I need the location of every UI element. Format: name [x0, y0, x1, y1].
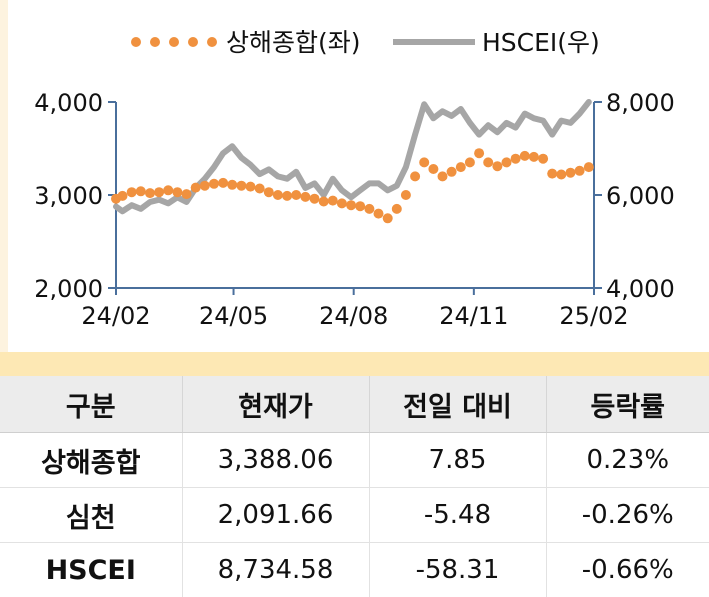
shanghai-point — [502, 157, 512, 167]
shanghai-point — [218, 178, 228, 188]
shanghai-point — [200, 181, 210, 191]
shanghai-point — [246, 182, 256, 192]
shanghai-point — [255, 184, 265, 194]
shanghai-point — [145, 188, 155, 198]
shanghai-point — [419, 157, 429, 167]
shanghai-point — [428, 164, 438, 174]
x-tick-label: 24/02 — [81, 302, 150, 330]
shanghai-point — [127, 187, 137, 197]
dual-axis-line-chart: 2,000 3,000 4,000 4,000 6,000 8,000 24/02 24/05… — [0, 0, 709, 356]
left-tick-label: 4,000 — [34, 89, 103, 117]
row-price: 2,091.66 — [182, 488, 369, 543]
legend-shanghai-marker — [131, 37, 141, 47]
shanghai-point — [520, 151, 530, 161]
shanghai-point — [273, 190, 283, 200]
x-tick-label: 24/11 — [439, 302, 508, 330]
shanghai-point — [163, 185, 173, 195]
row-price: 3,388.06 — [182, 433, 369, 488]
right-tick-label: 4,000 — [606, 275, 675, 303]
shanghai-point — [584, 162, 594, 172]
shanghai-point — [300, 192, 310, 202]
shanghai-point — [236, 181, 246, 191]
header-change: 전일 대비 — [369, 376, 546, 433]
shanghai-point — [264, 187, 274, 197]
legend-shanghai-marker — [188, 37, 198, 47]
shanghai-point — [447, 167, 457, 177]
chart-series — [111, 102, 594, 223]
shanghai-point — [209, 179, 219, 189]
header-current-price: 현재가 — [182, 376, 369, 433]
shanghai-point — [465, 157, 475, 167]
shanghai-point — [566, 168, 576, 178]
row-name: 심천 — [0, 488, 182, 543]
shanghai-point — [556, 170, 566, 180]
table-header-row: 구분 현재가 전일 대비 등락률 — [0, 376, 709, 433]
legend-hscei-label: HSCEI(우) — [482, 28, 600, 57]
shanghai-point — [529, 152, 539, 162]
shanghai-point — [575, 166, 585, 176]
shanghai-point — [346, 200, 356, 210]
shanghai-point — [282, 191, 292, 201]
shanghai-point — [483, 157, 493, 167]
shanghai-point — [383, 213, 393, 223]
shanghai-point — [410, 171, 420, 181]
shanghai-point — [392, 204, 402, 214]
index-table: 구분 현재가 전일 대비 등락률 상해종합 3,388.06 7.85 0.23… — [0, 376, 709, 597]
legend-shanghai-marker — [169, 37, 179, 47]
shanghai-point — [401, 190, 411, 200]
shanghai-point — [136, 186, 146, 196]
shanghai-point — [337, 198, 347, 208]
shanghai-point — [154, 187, 164, 197]
shanghai-point — [474, 148, 484, 158]
shanghai-point — [456, 162, 466, 172]
shanghai-point — [118, 191, 128, 201]
x-tick-label: 25/02 — [559, 302, 628, 330]
shanghai-point — [319, 197, 329, 207]
shanghai-point — [227, 180, 237, 190]
shanghai-point — [328, 196, 338, 206]
shanghai-point — [438, 171, 448, 181]
x-tick-label: 24/05 — [199, 302, 268, 330]
shanghai-point — [310, 194, 320, 204]
shanghai-point — [364, 204, 374, 214]
shanghai-point — [172, 187, 182, 197]
shanghai-point — [547, 169, 557, 179]
legend-shanghai-label: 상해종합(좌) — [226, 28, 361, 57]
chart-legend: 상해종합(좌) HSCEI(우) — [131, 28, 600, 57]
right-tick-label: 6,000 — [606, 182, 675, 210]
left-tick-label: 2,000 — [34, 275, 103, 303]
row-change: -5.48 — [369, 488, 546, 543]
row-change: 7.85 — [369, 433, 546, 488]
row-name: 상해종합 — [0, 433, 182, 488]
shanghai-point — [511, 154, 521, 164]
shanghai-point — [291, 190, 301, 200]
shanghai-point — [191, 183, 201, 193]
table-row: 심천 2,091.66 -5.48 -0.26% — [0, 488, 709, 543]
right-tick-label: 8,000 — [606, 89, 675, 117]
row-rate: 0.23% — [546, 433, 709, 488]
legend-shanghai-marker — [150, 37, 160, 47]
shanghai-point — [374, 209, 384, 219]
table-row: 상해종합 3,388.06 7.85 0.23% — [0, 433, 709, 488]
header-category: 구분 — [0, 376, 182, 433]
left-tick-label: 3,000 — [34, 182, 103, 210]
shanghai-point — [492, 161, 502, 171]
shanghai-point — [182, 189, 192, 199]
shanghai-point — [355, 201, 365, 211]
legend-shanghai-marker — [207, 37, 217, 47]
shanghai-point — [538, 154, 548, 164]
x-tick-label: 24/08 — [319, 302, 388, 330]
header-change-rate: 등락률 — [546, 376, 709, 433]
row-rate: -0.26% — [546, 488, 709, 543]
